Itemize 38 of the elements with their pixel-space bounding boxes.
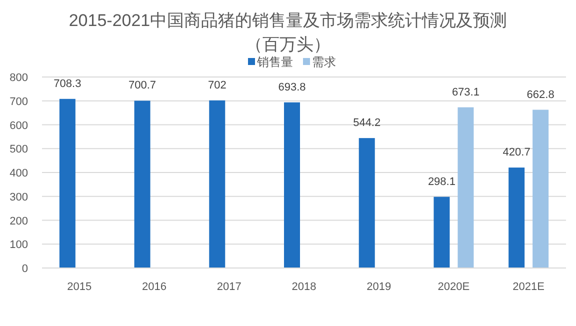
- bar: [358, 138, 375, 268]
- chart-subtitle: （百万头）: [246, 35, 330, 54]
- data-label: 700.7: [128, 80, 156, 92]
- bar: [458, 107, 474, 268]
- data-label: 544.2: [353, 117, 381, 130]
- bar: [532, 110, 549, 268]
- y-tick-label: 300: [10, 191, 28, 204]
- legend-label: 销售量: [256, 55, 293, 69]
- x-tick-label: 2019: [366, 281, 392, 293]
- y-tick-label: 200: [10, 215, 28, 228]
- data-label: 662.8: [526, 88, 554, 101]
- x-tick-label: 2020E: [438, 281, 470, 293]
- chart-title: 2015-2021中国商品猪的销售量及市场需求统计情况及预测: [68, 11, 508, 30]
- y-tick-label: 500: [10, 144, 28, 156]
- y-tick-label: 100: [10, 239, 28, 252]
- data-label: 708.3: [54, 78, 82, 90]
- x-tick-label: 2018: [292, 281, 316, 293]
- x-tick-label: 2015: [67, 281, 92, 293]
- y-tick-label: 600: [10, 120, 28, 132]
- data-label: 298.1: [428, 176, 456, 188]
- bar: [508, 168, 525, 268]
- bar: [59, 98, 76, 268]
- data-label: 673.1: [452, 86, 480, 98]
- bar: [434, 196, 450, 268]
- x-tick-label: 2016: [142, 281, 167, 293]
- y-tick-label: 700: [10, 96, 28, 108]
- x-tick-label: 2017: [216, 281, 242, 293]
- bar: [134, 100, 150, 268]
- bar: [209, 100, 226, 268]
- legend-label: 需求: [312, 55, 336, 69]
- y-tick-label: 400: [10, 168, 28, 180]
- bar: [284, 102, 300, 268]
- data-label: 693.8: [278, 81, 306, 94]
- data-label: 420.7: [502, 146, 530, 159]
- data-label: 702: [208, 79, 226, 92]
- y-tick-label: 800: [10, 72, 28, 84]
- y-tick-label: 0: [22, 263, 28, 275]
- x-tick-label: 2021E: [512, 281, 544, 293]
